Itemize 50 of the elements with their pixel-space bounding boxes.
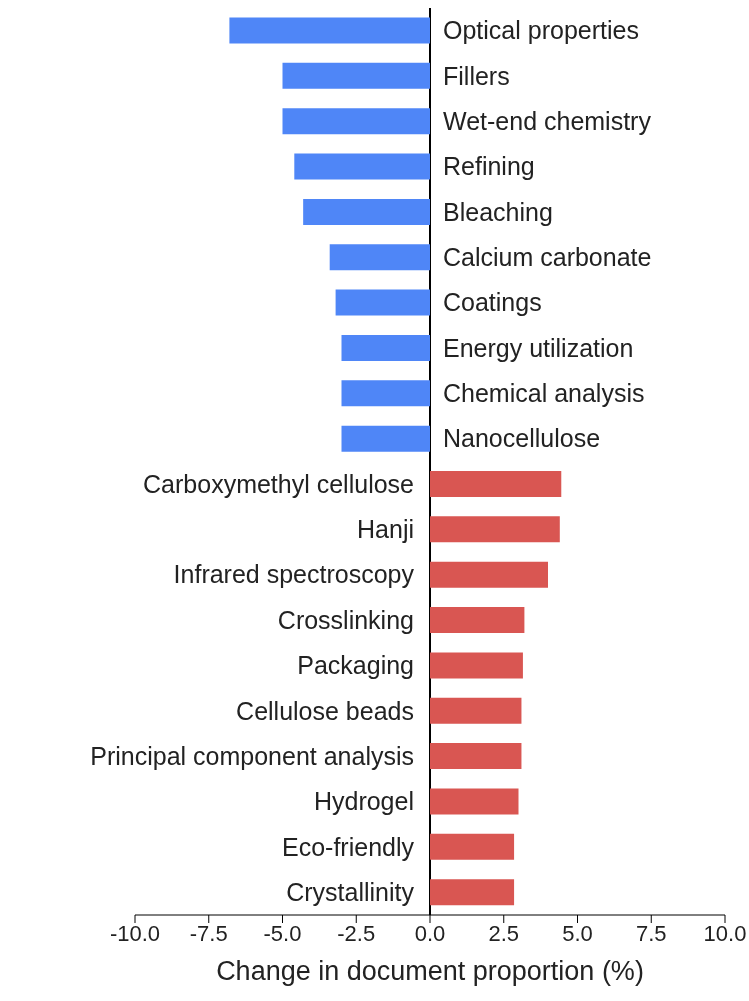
x-tick-label: -7.5 [189,920,228,946]
y-tick-label: Crosslinking [277,605,414,634]
y-tick-label: Cellulose beads [236,696,414,725]
y-tick-label: Coatings [443,288,542,317]
bar [430,788,519,815]
y-tick-label: Hydrogel [313,787,414,816]
bar [341,380,430,407]
bar [341,334,430,361]
y-tick-label: Principal component analysis [90,741,414,770]
y-tick-label: Fillers [443,61,510,90]
bar [229,17,430,44]
x-tick-label: -5.0 [263,920,302,946]
bar [282,108,430,135]
bar [430,833,515,860]
y-tick-label: Optical properties [443,16,639,45]
x-tick-label: 0.0 [414,920,446,946]
y-tick-label: Wet-end chemistry [443,106,652,135]
y-tick-label: Calcium carbonate [443,243,652,272]
x-tick-label: 10.0 [703,920,747,946]
y-tick-label: Crystallinity [286,877,415,906]
y-tick-label: Eco-friendly [282,832,415,861]
bar [329,244,430,271]
bar [430,879,515,906]
x-axis-title: Change in document proportion (%) [216,956,644,986]
x-tick-label: 5.0 [562,920,593,946]
y-tick-label: Packaging [297,651,414,680]
x-tick-label: 2.5 [488,920,520,946]
bar [282,62,430,89]
x-tick-label: -10.0 [109,920,161,946]
bar [430,697,522,724]
bar [430,607,525,634]
x-tick-label: -2.5 [337,920,376,946]
y-tick-label: Hanji [357,515,414,544]
x-tick-label: 7.5 [635,920,667,946]
bar [341,425,430,452]
bar [430,652,523,679]
y-tick-label: Refining [443,152,535,181]
bar [303,198,430,225]
y-tick-label: Carboxymethyl cellulose [143,469,414,498]
bar [430,471,562,498]
y-tick-label: Chemical analysis [443,379,645,408]
y-tick-label: Bleaching [443,197,553,226]
bar [430,516,560,543]
bar [430,743,522,770]
bar [294,153,430,180]
bar [430,561,548,588]
bar [335,289,430,316]
y-tick-label: Infrared spectroscopy [173,560,415,589]
y-tick-label: Nanocellulose [443,424,601,453]
y-tick-label: Energy utilization [443,333,634,362]
